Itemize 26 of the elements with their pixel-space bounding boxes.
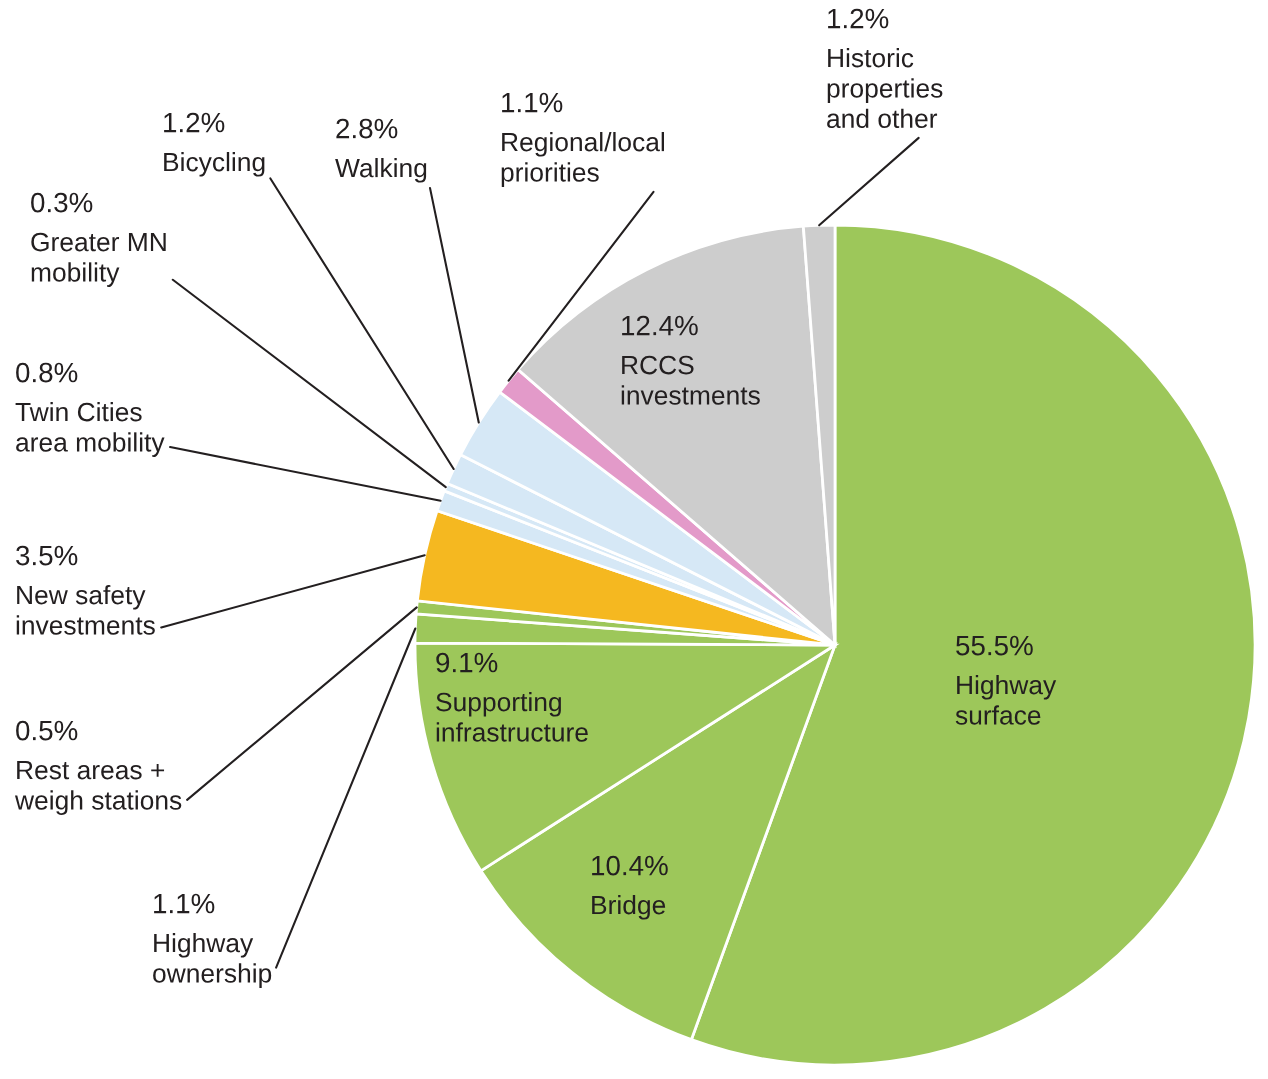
slice-label: Greater MN mobility [31, 232, 166, 287]
slice-label: Supporting infrastructure [436, 692, 588, 742]
data-label: 1.1% [154, 893, 215, 914]
data-label: 1.1% [502, 92, 563, 113]
data-label: 2.8% [336, 118, 398, 139]
slice-label: New safety investments [16, 585, 155, 635]
data-label: 0.3% [31, 192, 93, 213]
slice-label: Historic properties and other [827, 48, 943, 129]
slice-label: Twin Cities area mobility [15, 402, 165, 457]
slice-label: Highway surface [955, 675, 1057, 725]
slice-label: Regional/local priorities [501, 132, 664, 187]
slice-label: Highway ownership [153, 933, 272, 988]
slice-label: Walking [335, 158, 427, 183]
data-label: 9.1% [436, 652, 498, 673]
data-label: 0.8% [16, 362, 78, 383]
data-label: 0.5% [16, 720, 78, 741]
slice-label: Bridge [592, 895, 666, 920]
data-label: 12.4% [622, 315, 698, 336]
slice-label: Rest areas + weigh stations [14, 760, 182, 815]
data-label: 3.5% [16, 545, 78, 566]
data-label: 10.4% [592, 855, 668, 876]
data-label: 1.2% [164, 112, 225, 133]
data-label: 1.2% [828, 8, 889, 29]
slice-label: RCCS investments [621, 355, 760, 405]
slice-label: Bicycling [164, 152, 265, 177]
data-label: 55.5% [956, 635, 1033, 656]
